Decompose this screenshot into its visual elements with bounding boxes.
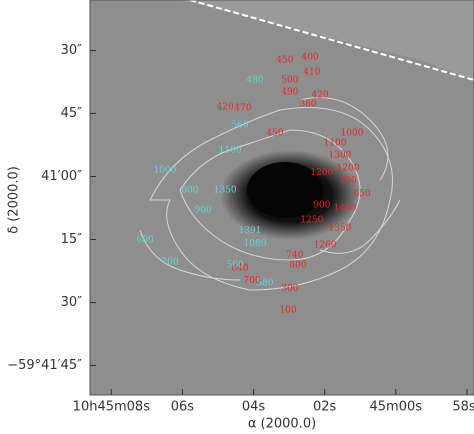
velocity-label: 490 [281, 88, 298, 98]
y-tick-label: 45″ [61, 106, 83, 121]
x-axis-label: α (2000.0) [248, 417, 316, 432]
velocity-label: 1300 [329, 151, 352, 161]
velocity-label: 300 [281, 284, 298, 294]
velocity-label: 380 [299, 100, 316, 110]
velocity-label: 700 [244, 276, 261, 286]
y-tick-label: 30″ [61, 43, 83, 58]
velocity-label: 450 [266, 129, 283, 139]
velocity-label: 420 [311, 90, 328, 100]
velocity-label: 800 [181, 185, 198, 195]
velocity-label: 1200 [310, 168, 333, 178]
velocity-label: 740 [286, 251, 303, 261]
x-tick-label: 02s [313, 400, 337, 415]
velocity-label: 1250 [300, 216, 323, 226]
y-tick-label: 30″ [61, 295, 83, 310]
velocity-label: 560 [226, 261, 243, 271]
y-tick-label: 41′00″ [41, 169, 82, 184]
velocity-label: 480 [246, 75, 263, 85]
velocity-label: 800 [289, 261, 306, 271]
velocity-label: 1000 [154, 166, 177, 176]
velocity-label: 900 [313, 201, 330, 211]
x-tick-label: 04s [242, 400, 266, 415]
velocity-label: 1260 [314, 240, 337, 250]
velocity-label: 1400 [333, 204, 356, 214]
velocity-label: 1000 [341, 129, 364, 139]
sky-image [90, 0, 474, 395]
x-tick-label: 58s [452, 400, 474, 415]
y-axis-label: δ (2000.0) [7, 166, 22, 234]
velocity-label: 1391 [239, 226, 262, 236]
velocity-label: 410 [303, 67, 320, 77]
x-tick-label: 06s [171, 400, 195, 415]
velocity-label: 1080 [244, 239, 267, 249]
velocity-label: 450 [276, 56, 293, 66]
velocity-label: 1350 [329, 224, 352, 234]
y-tick-label: −59°41′45″ [7, 358, 82, 373]
x-tick-label: 45m00s [370, 400, 423, 415]
velocity-label: 420 [217, 103, 234, 113]
velocity-label: 580 [256, 279, 273, 289]
x-tick-label: 10h45m08s [73, 400, 151, 415]
velocity-label: 1100 [324, 138, 347, 148]
velocity-label: 650 [353, 189, 370, 199]
velocity-label: 1200 [337, 164, 360, 174]
velocity-label: 1350 [214, 185, 237, 195]
velocity-label: 700 [340, 176, 357, 186]
velocity-label: 1100 [219, 146, 242, 156]
y-tick-label: 15″ [61, 232, 83, 247]
velocity-label: 500 [281, 75, 298, 85]
velocity-label: 900 [194, 206, 211, 216]
velocity-label: 470 [234, 103, 251, 113]
velocity-label: 600 [137, 235, 154, 245]
velocity-label: 840 [231, 264, 248, 274]
velocity-label: 100 [279, 306, 296, 316]
velocity-label: 560 [231, 121, 248, 131]
velocity-label: 400 [301, 53, 318, 63]
velocity-label: 700 [161, 258, 178, 268]
